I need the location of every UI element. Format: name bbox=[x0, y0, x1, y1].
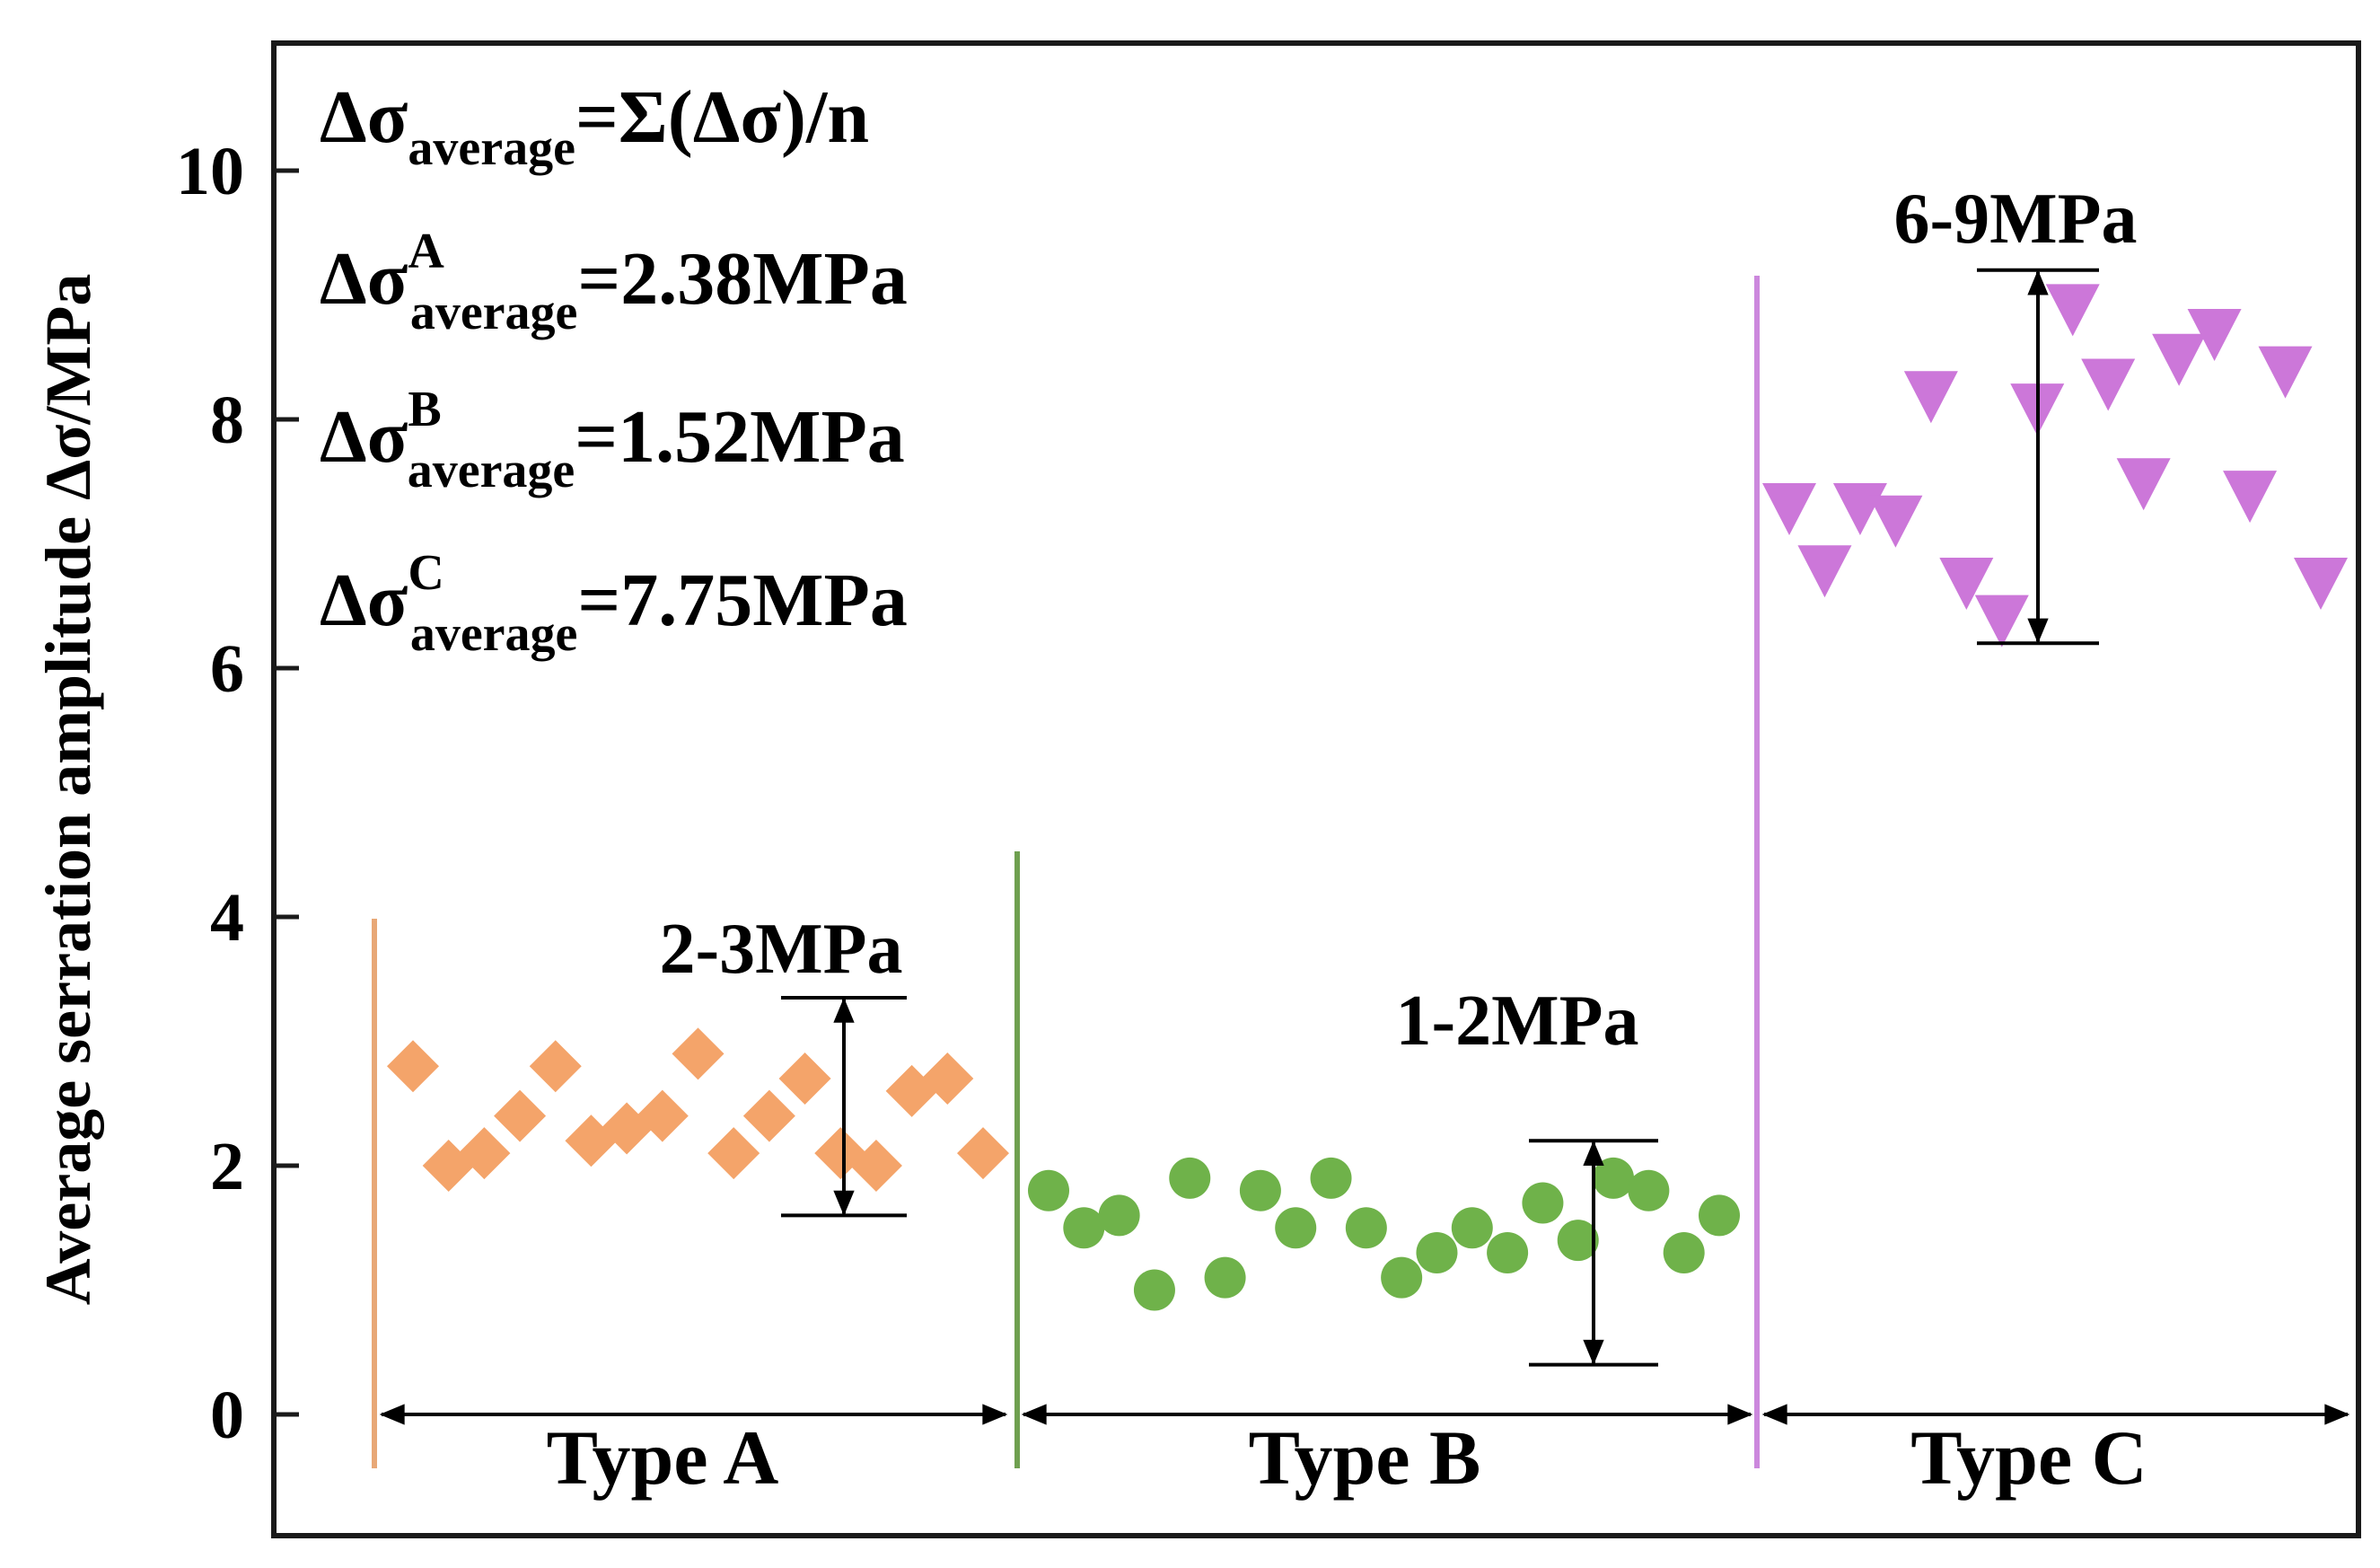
point-type-a-3 bbox=[458, 1127, 511, 1180]
point-type-b-15 bbox=[1522, 1182, 1564, 1224]
average-a: ΔσA average=2.38MPa bbox=[320, 224, 908, 340]
point-type-b-12 bbox=[1416, 1231, 1458, 1273]
type-label-type-a: Type A bbox=[547, 1414, 779, 1501]
point-type-a-14 bbox=[849, 1140, 902, 1192]
point-type-b-4 bbox=[1133, 1269, 1175, 1311]
type-label-type-c: Type C bbox=[1910, 1414, 2147, 1501]
formula-text: Δσaverage=Σ(Δσ)/n bbox=[320, 75, 869, 176]
average-c: ΔσC average=7.75MPa bbox=[320, 545, 908, 662]
point-type-b-18 bbox=[1628, 1169, 1670, 1211]
y-tick-label-10: 10 bbox=[176, 134, 244, 209]
point-type-b-3 bbox=[1098, 1194, 1140, 1237]
average-annotations: ΔσA average=2.38MPa ΔσB average=1.52MPa ΔσC a… bbox=[320, 224, 908, 662]
y-tick-label-6: 6 bbox=[210, 631, 244, 707]
point-type-c-9 bbox=[2045, 284, 2100, 337]
point-type-c-2 bbox=[1797, 545, 1852, 598]
point-type-a-12 bbox=[778, 1053, 831, 1106]
point-type-a-4 bbox=[494, 1089, 547, 1142]
point-type-a-9 bbox=[672, 1027, 725, 1080]
type-spans: Type A Type B Type C bbox=[379, 1404, 2350, 1501]
point-type-b-2 bbox=[1063, 1207, 1105, 1249]
point-type-a-5 bbox=[529, 1040, 582, 1093]
point-type-a-16 bbox=[921, 1053, 974, 1106]
point-type-a-10 bbox=[707, 1127, 760, 1180]
y-axis-label: Average serration amplitude Δσ/MPa bbox=[32, 274, 104, 1306]
point-type-b-11 bbox=[1381, 1256, 1423, 1299]
point-type-c-4 bbox=[1868, 495, 1923, 548]
y-tick-label-4: 4 bbox=[210, 880, 244, 956]
point-type-c-14 bbox=[2223, 471, 2278, 524]
y-tick-label-2: 2 bbox=[210, 1129, 244, 1204]
point-type-b-17 bbox=[1593, 1157, 1635, 1199]
range-label-3: 6-9MPa bbox=[1893, 180, 2137, 259]
point-type-a-8 bbox=[636, 1089, 689, 1142]
point-type-b-19 bbox=[1663, 1231, 1705, 1273]
point-type-a-11 bbox=[742, 1089, 795, 1142]
point-type-b-14 bbox=[1487, 1231, 1529, 1273]
point-type-b-10 bbox=[1345, 1207, 1387, 1249]
point-type-a-17 bbox=[957, 1127, 1009, 1180]
point-type-c-1 bbox=[1762, 482, 1816, 535]
point-type-c-13 bbox=[2187, 309, 2242, 362]
type-label-type-b: Type B bbox=[1249, 1414, 1481, 1501]
range-label-1: 2-3MPa bbox=[659, 910, 902, 989]
point-type-b-13 bbox=[1451, 1207, 1493, 1249]
point-type-c-5 bbox=[1903, 371, 1958, 424]
point-type-b-9 bbox=[1310, 1157, 1352, 1199]
point-type-b-8 bbox=[1275, 1207, 1317, 1249]
point-type-c-16 bbox=[2294, 558, 2348, 611]
plot-frame bbox=[271, 40, 2361, 1538]
point-type-c-15 bbox=[2258, 346, 2313, 399]
point-type-b-1 bbox=[1028, 1169, 1069, 1211]
point-type-c-7 bbox=[1974, 595, 2029, 647]
range-indicators: 2-3MPa 1-2MPa 6-9MPa bbox=[659, 180, 2138, 1367]
point-type-c-12 bbox=[2152, 333, 2207, 386]
point-type-c-10 bbox=[2081, 358, 2136, 411]
point-type-b-7 bbox=[1239, 1169, 1281, 1211]
point-type-c-6 bbox=[1939, 558, 1994, 611]
y-tick-label-0: 0 bbox=[210, 1378, 244, 1453]
y-ticks: 0 2 4 6 8 10 bbox=[176, 134, 299, 1453]
type-dividers bbox=[372, 276, 1760, 1468]
average-b: ΔσB average=1.52MPa bbox=[320, 382, 905, 498]
point-type-a-1 bbox=[387, 1040, 439, 1093]
data-points bbox=[387, 284, 2348, 1311]
point-type-c-11 bbox=[2116, 458, 2171, 511]
point-type-b-6 bbox=[1204, 1256, 1246, 1299]
range-label-2: 1-2MPa bbox=[1395, 982, 1638, 1061]
point-type-b-5 bbox=[1169, 1157, 1211, 1199]
point-type-b-20 bbox=[1699, 1194, 1740, 1237]
y-tick-label-8: 8 bbox=[210, 383, 244, 458]
